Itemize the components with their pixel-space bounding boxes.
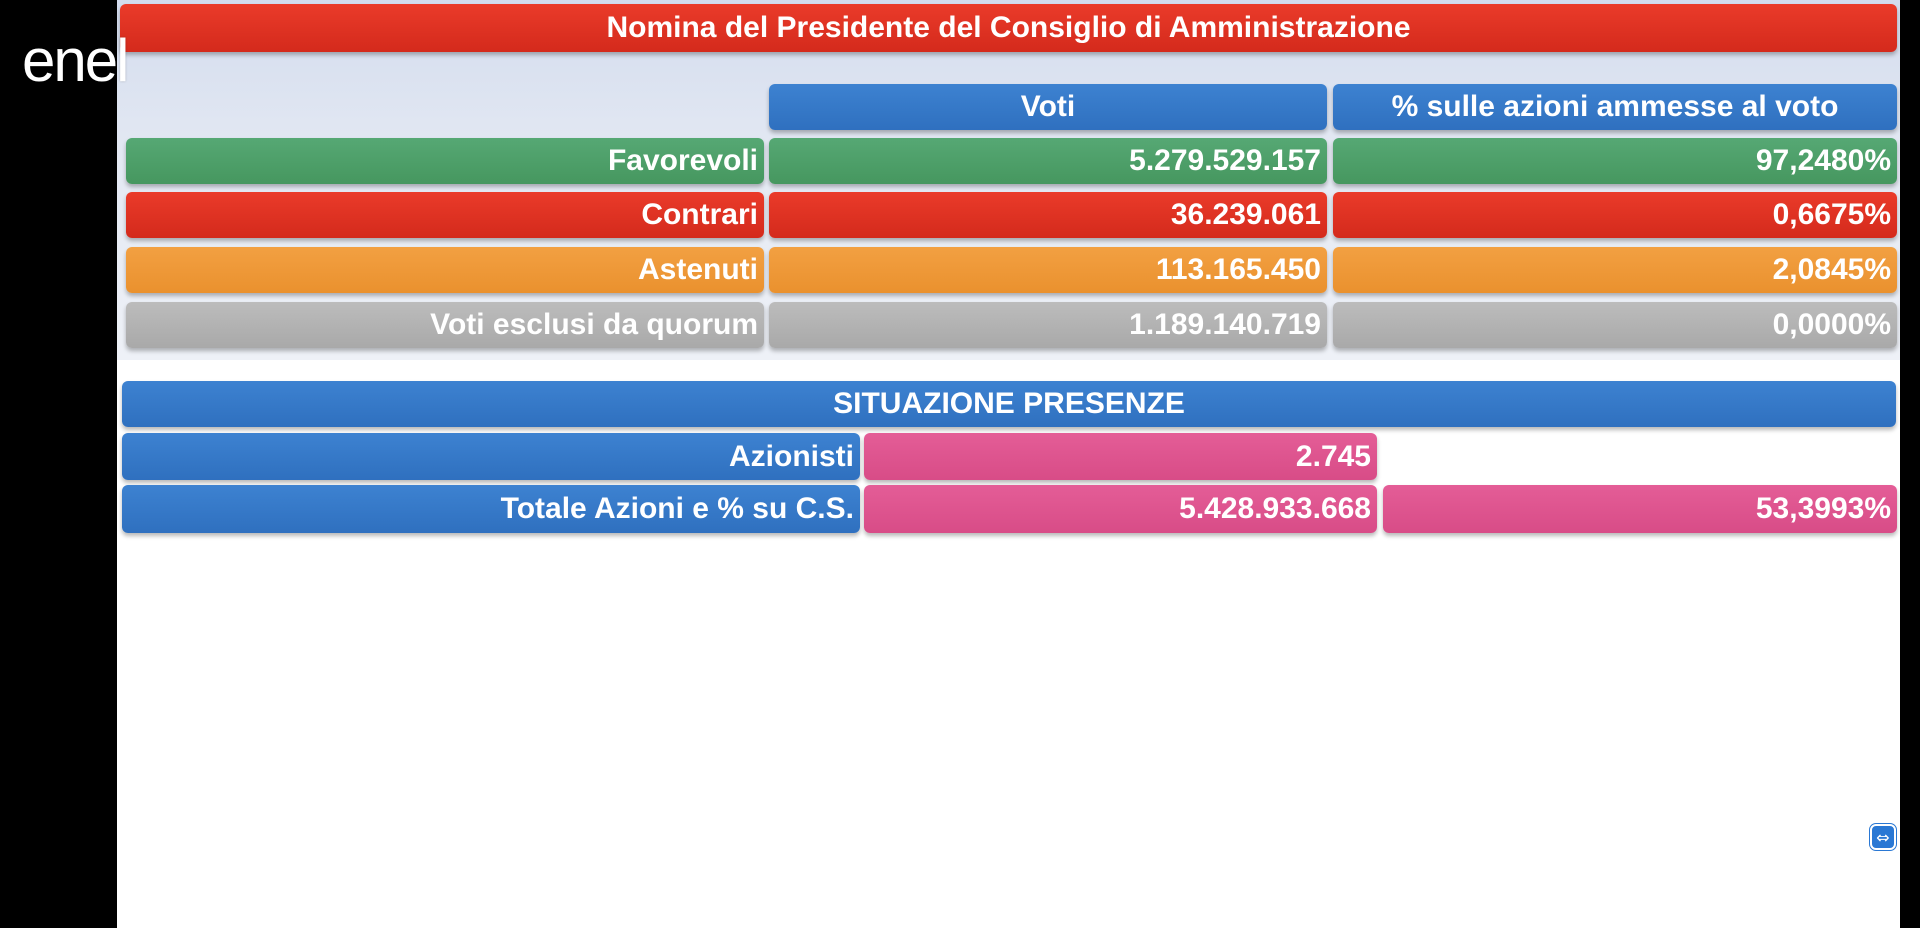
row-label-contrari: Contrari [126,192,764,238]
presence-percent-total: 53,3993% [1383,485,1897,533]
right-black-bar [1900,0,1920,928]
column-header-votes: Voti [769,84,1327,130]
row-percent-astenuti: 2,0845% [1333,247,1897,293]
row-votes-contrari: 36.239.061 [769,192,1327,238]
left-black-bar [0,0,117,928]
row-votes-astenuti: 113.165.450 [769,247,1327,293]
row-percent-favorevoli: 97,2480% [1333,138,1897,184]
presence-value-total: 5.428.933.668 [864,485,1377,533]
presence-title: SITUAZIONE PRESENZE [122,381,1896,427]
row-percent-contrari: 0,6675% [1333,192,1897,238]
row-label-astenuti: Astenuti [126,247,764,293]
row-percent-esclusi: 0,0000% [1333,302,1897,348]
teamviewer-icon[interactable]: ⇔ [1870,824,1896,850]
row-label-esclusi: Voti esclusi da quorum [126,302,764,348]
presence-label-total: Totale Azioni e % su C.S. [122,485,860,533]
enel-logo: enel [22,27,129,94]
presentation-screen: Nomina del Presidente del Consiglio di A… [117,0,1900,928]
row-votes-favorevoli: 5.279.529.157 [769,138,1327,184]
page-title: Nomina del Presidente del Consiglio di A… [120,4,1897,52]
presence-label-shareholders: Azionisti [122,433,860,480]
row-label-favorevoli: Favorevoli [126,138,764,184]
row-votes-esclusi: 1.189.140.719 [769,302,1327,348]
column-header-percent: % sulle azioni ammesse al voto [1333,84,1897,130]
presence-value-shareholders: 2.745 [864,433,1377,480]
